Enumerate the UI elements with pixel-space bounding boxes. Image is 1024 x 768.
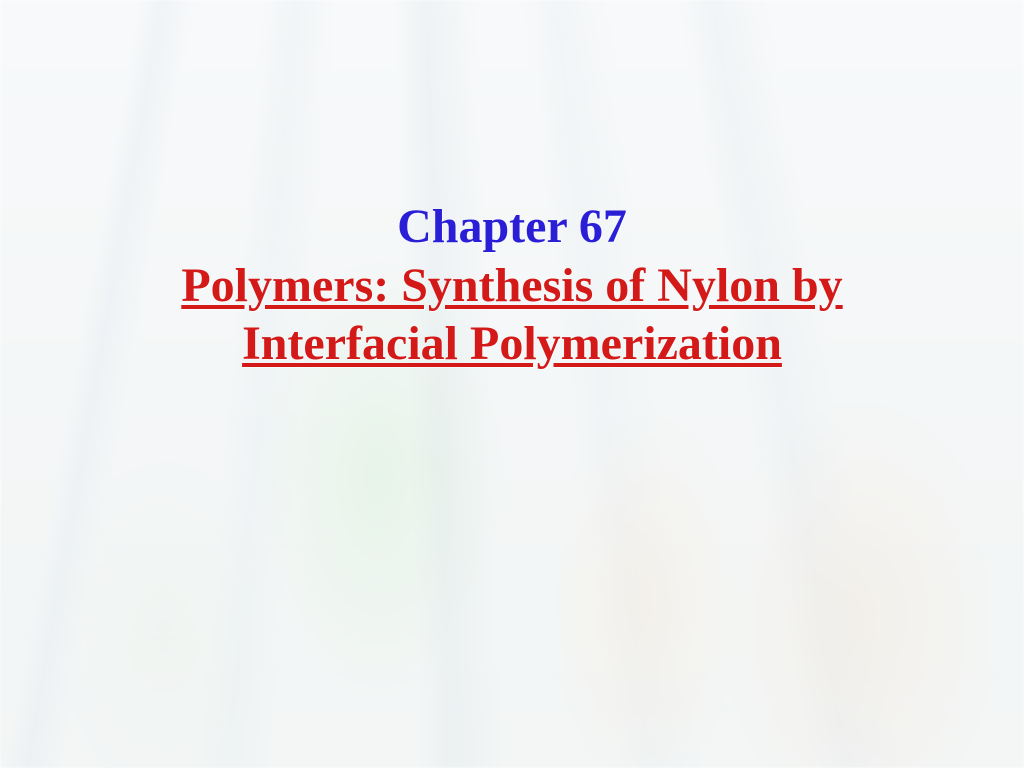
slide-title-line1: Polymers: Synthesis of Nylon by xyxy=(181,259,842,312)
chapter-heading: Chapter 67 xyxy=(397,198,627,257)
slide-content: Chapter 67 Polymers: Synthesis of Nylon … xyxy=(0,0,1024,768)
slide-title-line2: Interfacial Polymerization xyxy=(242,317,782,370)
slide-title: Polymers: Synthesis of Nylon by Interfac… xyxy=(141,257,882,374)
